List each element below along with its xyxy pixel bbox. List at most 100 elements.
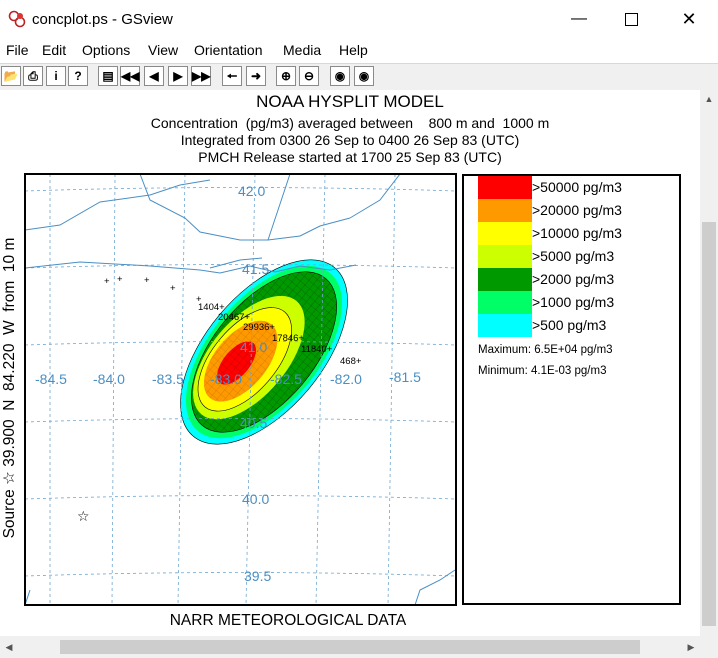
legend-minimum: Minimum: 4.1E-03 pg/m3 [478,365,607,377]
lon-label: -82.5 [270,371,302,387]
lat-label: 42.0 [238,183,265,199]
sample-label: 11840+ [301,344,333,355]
plot-title: NOAA HYSPLIT MODEL [256,92,444,111]
legend-label: >20000 pg/m3 [532,202,622,218]
menu-file[interactable]: File [6,42,29,58]
gsview-app-icon[interactable] [8,10,26,28]
toolbar: 📂 ⎙ i ? ▤ ◀◀ ◀ ▶ ▶▶ 🠔 ➜ ⊕ ⊖ ◉ ◉ [0,63,718,91]
document-canvas[interactable]: NOAA HYSPLIT MODEL Concentration (pg/m3)… [0,90,700,636]
back-icon: 🠔 [226,69,238,83]
source-star-icon: ☆ [77,509,90,525]
plot-subtitle-3: PMCH Release started at 1700 25 Sep 83 (… [198,149,502,165]
scroll-up-button[interactable]: ▲ [704,94,714,104]
legend-swatch [478,176,532,199]
fit-window-button[interactable]: ◉ [354,66,374,86]
horizontal-scrollbar[interactable]: ◀ ▶ [0,636,700,658]
legend-swatch [478,314,532,337]
menu-view[interactable]: View [148,42,179,58]
help-icon: ? [74,69,82,83]
lon-label: -84.5 [35,371,67,387]
sample-label: 17846+ [272,333,304,344]
lat-label: 40.0 [242,491,269,507]
help-button[interactable]: ? [68,66,88,86]
print-button[interactable]: ⎙ [23,66,43,86]
lat-label: 41.0 [240,339,267,355]
horizontal-scroll-thumb[interactable] [60,640,640,654]
last-page-icon: ▶▶ [192,69,211,83]
legend-swatch [478,268,532,291]
zoom-in-icon: ⊕ [280,69,292,83]
menu-help[interactable]: Help [339,42,368,58]
page-icon: ▤ [102,69,114,83]
legend-label: >5000 pg/m3 [532,248,615,264]
close-icon: ✕ [681,8,697,29]
title-bar: concplot.ps - GSview — ✕ [0,0,718,38]
sample-cross: + [117,274,123,285]
sample-cross: + [170,283,176,294]
sample-label: 29936+ [243,322,275,333]
map-frame [24,173,457,606]
maximize-button[interactable] [608,0,654,38]
legend-maximum: Maximum: 6.5E+04 pg/m3 [478,344,613,356]
legend-swatch [478,199,532,222]
prev-page-button[interactable]: ◀ [144,66,164,86]
prev-page-icon: ◀ [149,69,159,83]
info-icon: i [54,69,58,83]
legend-label: >500 pg/m3 [532,317,607,333]
scrollbar-corner [700,636,718,658]
map-boundaries [25,174,456,605]
map-graticule [25,174,456,605]
legend-label: >10000 pg/m3 [532,225,622,241]
window-title: concplot.ps - GSview [32,11,173,28]
menu-media[interactable]: Media [283,42,322,58]
last-page-button[interactable]: ▶▶ [191,66,211,86]
legend-swatch [478,291,532,314]
vertical-scroll-thumb[interactable] [702,222,716,626]
legend-label: >50000 pg/m3 [532,179,622,195]
eye-icon: ◉ [334,69,346,83]
lat-label: 39.5 [244,568,271,584]
print-icon: ⎙ [28,69,38,83]
forward-icon: ➜ [250,69,262,83]
sample-label: 468+ [340,356,362,367]
sample-markers: + + + + + 1404+ 20467+ 29936+ 17846+ 118… [104,274,362,367]
meteorology-footer: NARR METEOROLOGICAL DATA [169,612,407,629]
menu-bar: File Edit Options View Orientation Media… [0,40,718,62]
forward-button[interactable]: ➜ [246,66,266,86]
first-page-button[interactable]: ◀◀ [120,66,140,86]
close-button[interactable]: ✕ [666,0,712,38]
lat-label: 40.5 [240,415,267,431]
menu-edit[interactable]: Edit [42,42,67,58]
legend-label: >2000 pg/m3 [532,271,615,287]
vertical-scrollbar[interactable]: ▲ [700,90,718,636]
next-page-button[interactable]: ▶ [168,66,188,86]
open-button[interactable]: 📂 [1,66,21,86]
concentration-plume [180,259,348,445]
concentration-map: + + + + + 1404+ 20467+ 29936+ 17846+ 118… [24,173,457,606]
sample-cross: + [104,276,110,287]
lon-label: -84.0 [93,371,125,387]
plot-subtitle-2: Integrated from 0300 26 Sep to 0400 26 S… [180,132,520,148]
minimize-button[interactable]: — [556,0,602,38]
menu-orientation[interactable]: Orientation [194,42,263,58]
maximize-icon [624,12,638,26]
legend-swatch [478,222,532,245]
lon-label: -83.0 [210,371,242,387]
next-page-icon: ▶ [173,69,183,83]
scroll-right-button[interactable]: ▶ [687,642,695,652]
scroll-left-button[interactable]: ◀ [5,642,13,652]
lon-label: -82.0 [330,371,362,387]
back-button[interactable]: 🠔 [222,66,242,86]
sample-cross: + [144,275,150,286]
map-grid-labels: -84.5 -84.0 -83.5 -83.0 -82.5 -82.0 -81.… [35,183,421,584]
zoom-in-button[interactable]: ⊕ [276,66,296,86]
full-screen-button[interactable]: ◉ [330,66,350,86]
goto-page-button[interactable]: ▤ [98,66,118,86]
zoom-out-button[interactable]: ⊖ [299,66,319,86]
first-page-icon: ◀◀ [121,69,140,83]
lon-label: -83.5 [152,371,184,387]
minimize-icon: — [571,10,587,27]
menu-options[interactable]: Options [82,42,131,58]
open-icon: 📂 [3,69,19,83]
info-button[interactable]: i [46,66,66,86]
